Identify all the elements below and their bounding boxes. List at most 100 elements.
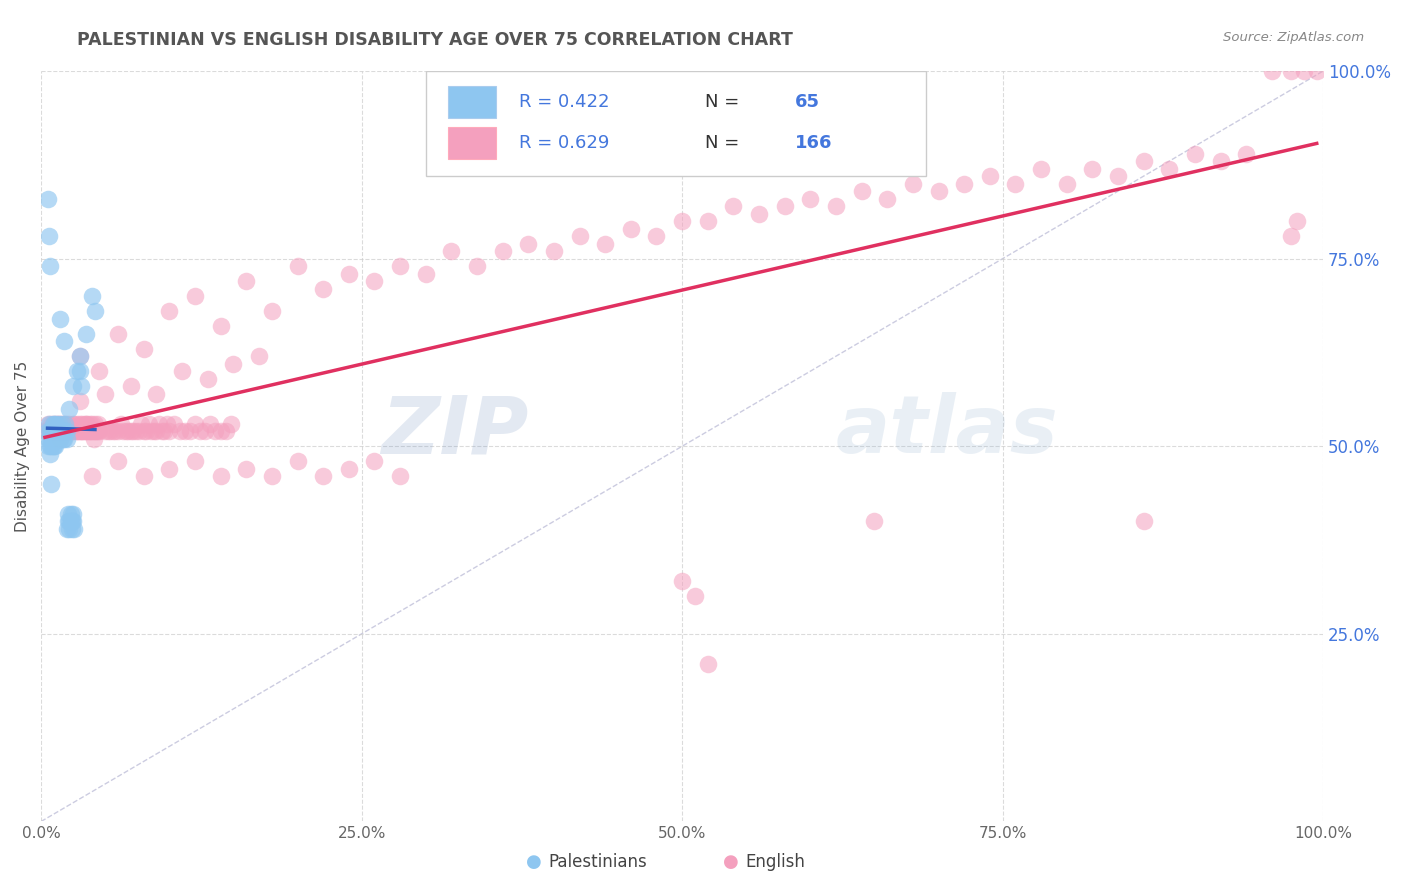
Point (125, 424, 148, 438)
Point (696, 657, 718, 671)
Point (135, 424, 157, 438)
Point (52, 424, 75, 438)
Point (219, 417, 242, 431)
Point (1107, 169, 1129, 183)
Point (157, 424, 180, 438)
Point (82, 424, 104, 438)
FancyBboxPatch shape (426, 71, 925, 176)
Point (46, 424, 69, 438)
Point (723, 199, 745, 213)
Point (84, 424, 107, 438)
Point (312, 282, 335, 296)
Point (48, 424, 70, 438)
Point (41, 439, 63, 453)
Point (363, 454, 385, 468)
Point (82, 469, 104, 483)
Point (45, 424, 67, 438)
Point (41, 424, 63, 438)
Point (150, 424, 173, 438)
Point (84, 424, 107, 438)
Point (928, 184, 950, 198)
Point (287, 454, 309, 468)
Point (1004, 177, 1026, 191)
Text: Palestinians: Palestinians (548, 853, 647, 871)
Point (87, 424, 110, 438)
Point (60, 522, 83, 536)
Point (188, 424, 211, 438)
Point (148, 417, 170, 431)
Point (1056, 177, 1078, 191)
Point (107, 424, 129, 438)
Point (72, 424, 94, 438)
Text: atlas: atlas (837, 392, 1059, 470)
Point (1029, 161, 1052, 176)
Point (1306, 64, 1329, 78)
Text: ●: ● (526, 853, 541, 871)
Y-axis label: Disability Age Over 75: Disability Age Over 75 (15, 360, 30, 532)
Point (120, 424, 142, 438)
Point (773, 199, 796, 213)
Point (75, 424, 97, 438)
Point (141, 424, 163, 438)
Point (66, 364, 89, 378)
Point (979, 169, 1001, 183)
Point (901, 177, 924, 191)
Point (235, 462, 257, 476)
Point (129, 417, 152, 431)
Point (204, 424, 226, 438)
Point (97, 424, 120, 438)
Point (825, 199, 848, 213)
Point (145, 386, 167, 401)
Point (59, 424, 82, 438)
Point (86, 424, 108, 438)
Point (104, 424, 127, 438)
Point (209, 424, 232, 438)
Point (132, 469, 155, 483)
Point (49, 432, 72, 446)
Point (62, 514, 84, 528)
FancyBboxPatch shape (447, 86, 496, 118)
Point (53, 424, 76, 438)
Point (39, 439, 62, 453)
Point (953, 177, 976, 191)
Point (337, 462, 360, 476)
Point (593, 236, 616, 251)
Point (465, 259, 488, 273)
Point (39, 424, 62, 438)
Point (62, 424, 84, 438)
Point (48, 424, 70, 438)
Point (53, 417, 76, 431)
Point (41, 476, 63, 491)
Text: N =: N = (706, 134, 745, 153)
Point (34, 424, 56, 438)
Text: R = 0.422: R = 0.422 (519, 93, 610, 111)
Point (683, 590, 706, 604)
Point (37, 417, 59, 431)
Point (1132, 514, 1154, 528)
Point (41, 432, 63, 446)
Point (172, 364, 194, 378)
Point (83, 432, 105, 446)
Point (49, 311, 72, 326)
Point (145, 424, 167, 438)
Point (83, 424, 105, 438)
Text: N =: N = (706, 93, 745, 111)
Point (799, 192, 821, 206)
Point (58, 522, 80, 536)
Point (52, 424, 75, 438)
Point (53, 424, 76, 438)
Point (51, 417, 73, 431)
Point (94, 386, 117, 401)
Point (1081, 161, 1104, 176)
Point (65, 424, 87, 438)
Point (59, 514, 82, 528)
Point (69, 349, 91, 363)
Text: ●: ● (723, 853, 738, 871)
Point (67, 424, 90, 438)
Point (51, 424, 73, 438)
Point (66, 424, 89, 438)
Point (37, 192, 59, 206)
Point (86, 417, 108, 431)
Point (82, 289, 104, 303)
Point (1286, 214, 1309, 228)
